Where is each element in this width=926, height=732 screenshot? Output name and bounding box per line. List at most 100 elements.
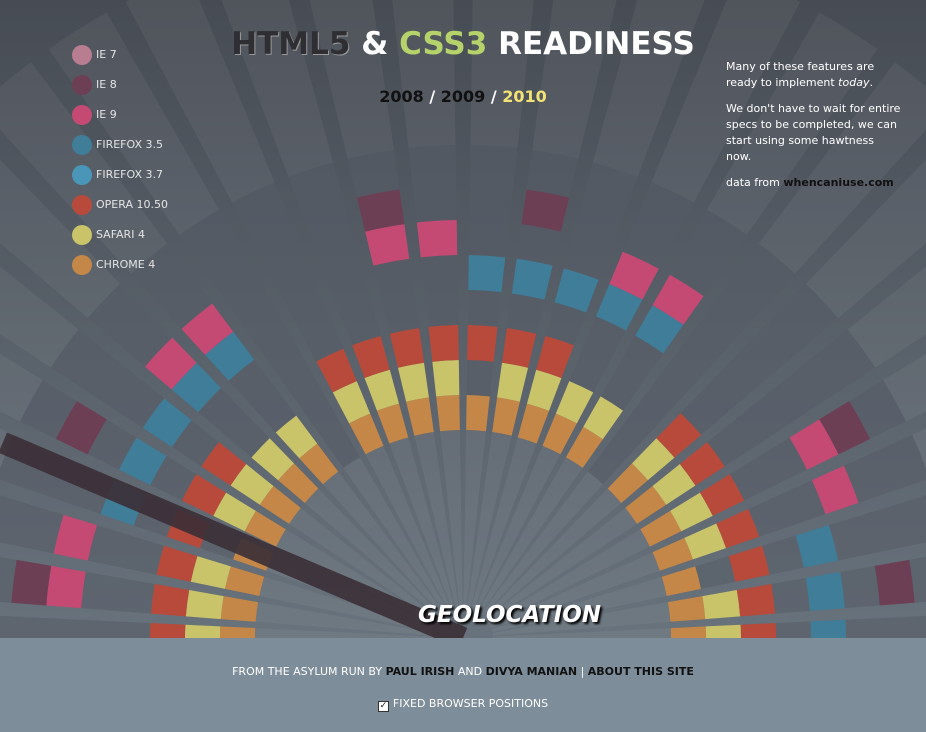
support-segment: [492, 397, 520, 436]
title-part: CSS3: [399, 26, 488, 62]
support-segment: [150, 583, 190, 617]
support-segment: [716, 509, 760, 549]
link[interactable]: whencaniuse.com: [783, 176, 894, 189]
credits: FROM THE ASYLUM RUN BY PAUL IRISH AND DI…: [0, 665, 926, 678]
support-segment: [652, 274, 704, 325]
support-segment: [652, 464, 696, 505]
spoke-track: [661, 495, 926, 596]
support-segment: [220, 596, 259, 622]
support-segment: [811, 465, 859, 515]
support-segment: [625, 485, 667, 524]
legend-label: CHROME 4: [96, 258, 156, 271]
checkbox-label[interactable]: FIXED BROWSER POSITIONS: [392, 697, 549, 710]
support-segment: [667, 596, 706, 622]
text: |: [577, 665, 588, 678]
support-segment: [278, 463, 319, 504]
support-segment: [670, 492, 713, 532]
support-segment: [728, 545, 770, 582]
link[interactable]: PAUL IRISH: [385, 665, 455, 678]
support-segment: [142, 398, 192, 448]
support-segment: [805, 571, 845, 611]
support-segment: [213, 492, 256, 532]
support-segment: [699, 474, 745, 516]
support-segment: [542, 413, 577, 455]
support-segment: [536, 336, 574, 379]
support-segment: [118, 437, 167, 486]
title-part: &: [361, 26, 389, 62]
support-segment: [679, 442, 725, 486]
legend-swatch: [72, 255, 92, 275]
support-segment: [517, 403, 550, 444]
support-segment: [316, 348, 357, 393]
legend-swatch: [72, 195, 92, 215]
support-segment: [670, 626, 706, 638]
legend-swatch: [72, 45, 92, 65]
highlight-spoke: [0, 432, 468, 638]
years: 2008 / 2009 / 2010: [0, 87, 926, 106]
paragraph: Many of these features are ready to impl…: [726, 59, 901, 91]
support-segment: [185, 590, 224, 620]
legend-label: FIREFOX 3.5: [96, 138, 163, 151]
support-segment: [181, 474, 227, 516]
support-segment: [521, 189, 570, 232]
support-segment: [299, 443, 339, 485]
support-segment: [251, 438, 295, 481]
support-segment: [526, 369, 562, 411]
support-segment: [389, 328, 425, 368]
support-segment: [432, 360, 460, 397]
year[interactable]: 2009: [440, 87, 486, 106]
support-segment: [466, 395, 490, 432]
support-segment: [230, 464, 274, 505]
legend-swatch: [72, 105, 92, 125]
support-segment: [595, 284, 643, 331]
separator: /: [490, 87, 497, 106]
legend-swatch: [72, 165, 92, 185]
support-segment: [702, 590, 741, 620]
support-segment: [397, 362, 429, 402]
support-segment: [144, 337, 197, 390]
text: .: [869, 76, 873, 89]
year[interactable]: 2010: [502, 87, 547, 106]
support-segment: [244, 510, 286, 547]
legend-swatch: [72, 225, 92, 245]
support-segment: [705, 624, 741, 638]
support-segment: [416, 220, 458, 258]
legend-label: OPERA 10.50: [96, 198, 168, 211]
support-segment: [819, 401, 870, 455]
support-segment: [364, 369, 400, 411]
support-segment: [468, 255, 506, 293]
title-part: READINESS: [498, 26, 695, 62]
support-segment: [428, 325, 459, 362]
year[interactable]: 2008: [379, 87, 424, 106]
legend-swatch: [72, 135, 92, 155]
legend-swatch: [72, 75, 92, 95]
support-segment: [201, 442, 247, 486]
support-segment: [356, 189, 405, 232]
link[interactable]: ABOUT THIS SITE: [587, 665, 694, 678]
support-segment: [275, 415, 318, 459]
support-segment: [156, 545, 198, 582]
checkbox[interactable]: ✓: [377, 701, 389, 712]
rings: [0, 189, 915, 638]
text: Many of these features are ready to impl…: [726, 60, 875, 89]
support-segment: [185, 624, 221, 638]
support-segment: [220, 626, 256, 638]
support-segment: [631, 438, 675, 481]
support-segment: [511, 258, 553, 300]
support-segment: [436, 395, 460, 432]
support-segment: [652, 537, 693, 571]
support-segment: [497, 362, 529, 402]
support-segment: [259, 485, 301, 524]
support-segment: [565, 426, 603, 468]
support-segment: [352, 336, 390, 379]
link[interactable]: DIVYA MANIAN: [485, 665, 578, 678]
legend-label: SAFARI 4: [96, 228, 145, 241]
support-segment: [406, 397, 434, 436]
support-segment: [609, 251, 659, 300]
support-segment: [205, 331, 255, 381]
text: data from: [726, 176, 784, 189]
support-segment: [365, 224, 410, 266]
support-segment: [467, 325, 498, 362]
